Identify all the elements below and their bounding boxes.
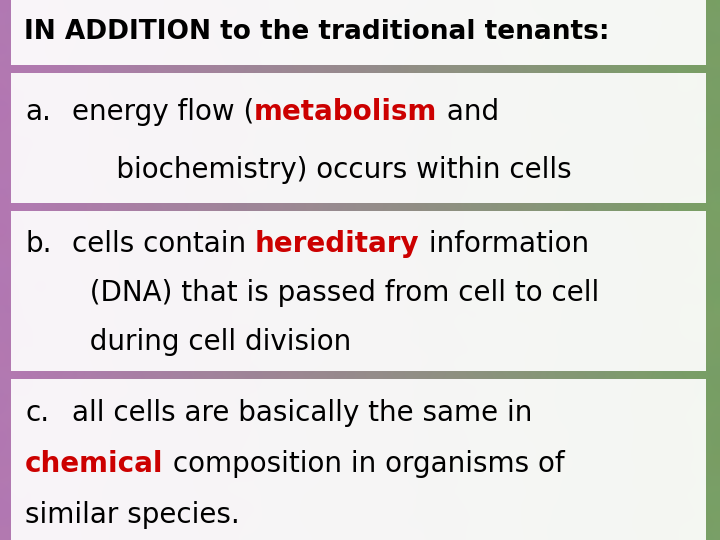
Text: (DNA) that is passed from cell to cell: (DNA) that is passed from cell to cell [72,280,599,307]
Text: all cells are basically the same in: all cells are basically the same in [72,400,532,427]
FancyBboxPatch shape [11,73,706,203]
Text: similar species.: similar species. [25,501,240,529]
Text: energy flow (: energy flow ( [72,98,254,126]
Text: c.: c. [25,400,50,427]
Text: b.: b. [25,231,52,259]
Text: IN ADDITION to the traditional tenants:: IN ADDITION to the traditional tenants: [24,19,609,45]
Text: information: information [420,231,589,259]
FancyBboxPatch shape [11,379,706,540]
Text: during cell division: during cell division [72,328,351,356]
Text: biochemistry) occurs within cells: biochemistry) occurs within cells [72,156,572,184]
Text: a.: a. [25,98,51,126]
Text: and: and [438,98,499,126]
Text: cells contain: cells contain [72,231,255,259]
Text: chemical: chemical [25,450,163,478]
FancyBboxPatch shape [11,0,706,65]
Text: hereditary: hereditary [255,231,420,259]
FancyBboxPatch shape [11,211,706,371]
Text: metabolism: metabolism [254,98,438,126]
Text: composition in organisms of: composition in organisms of [163,450,564,478]
